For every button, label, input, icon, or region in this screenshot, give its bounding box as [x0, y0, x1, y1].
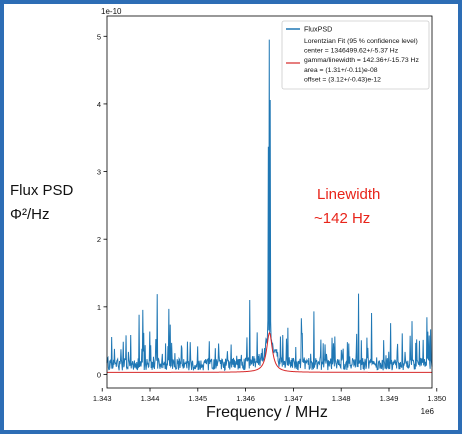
legend-fit-line: area = (1.31+/-0.11)e-08 [304, 67, 378, 74]
psd-chart: 1.343 1.344 1.345 1.346 1.347 1.348 1.349 1.350… [93, 7, 446, 416]
series-line-fluxpsd [106, 39, 433, 372]
x-tick-label: 1.345 [188, 394, 207, 403]
legend-fit-line: gamma/linewidth = 142.36+/-15.73 Hz [304, 57, 419, 64]
x-tick-label: 1.346 [236, 394, 255, 403]
series-line-lorentzian-fit [106, 331, 432, 373]
legend: FluxPSD Lorentzian Fit (95 % confidence … [281, 20, 430, 90]
y-tick-label: 0 [97, 370, 101, 379]
legend-entry-fluxpsd: FluxPSD [304, 25, 332, 34]
x-tick-label: 1.349 [380, 394, 399, 403]
y-offset-label: 1e-10 [101, 7, 122, 16]
x-tick-label: 1.347 [284, 394, 303, 403]
series-layer [106, 39, 433, 373]
x-tick-label: 1.344 [141, 394, 160, 403]
annotation-linewidth-title: Linewidth [317, 186, 381, 203]
y-tick-label: 4 [97, 100, 101, 109]
x-tick-label: 1.348 [332, 394, 351, 403]
y-axis-label-line1: Flux PSD [10, 182, 74, 199]
legend-box [281, 20, 430, 90]
chart-card: 1.343 1.344 1.345 1.346 1.347 1.348 1.349 1.350… [4, 4, 458, 430]
x-offset-label: 1e6 [421, 407, 435, 416]
y-tick-label: 5 [97, 32, 101, 41]
x-tick-label: 1.350 [427, 394, 446, 403]
x-axis-label: Frequency / MHz [206, 404, 328, 421]
y-axis-label-line2: Φ²/Hz [10, 206, 50, 223]
legend-fit-line: offset = (3.12+/-0.43)e-12 [304, 76, 381, 83]
y-tick-label: 2 [97, 235, 101, 244]
annotation-linewidth-value: ~142 Hz [314, 210, 371, 227]
legend-fit-line: Lorentzian Fit (95 % confidence level) [304, 38, 418, 45]
x-tick-label: 1.343 [93, 394, 112, 403]
axis-ticks: 1.343 1.344 1.345 1.346 1.347 1.348 1.349 1.350… [93, 32, 446, 403]
y-tick-label: 1 [97, 303, 101, 312]
y-tick-label: 3 [97, 168, 101, 177]
axes-frame [106, 15, 433, 389]
legend-fit-line: center = 1346499.62+/-5.37 Hz [304, 48, 399, 55]
